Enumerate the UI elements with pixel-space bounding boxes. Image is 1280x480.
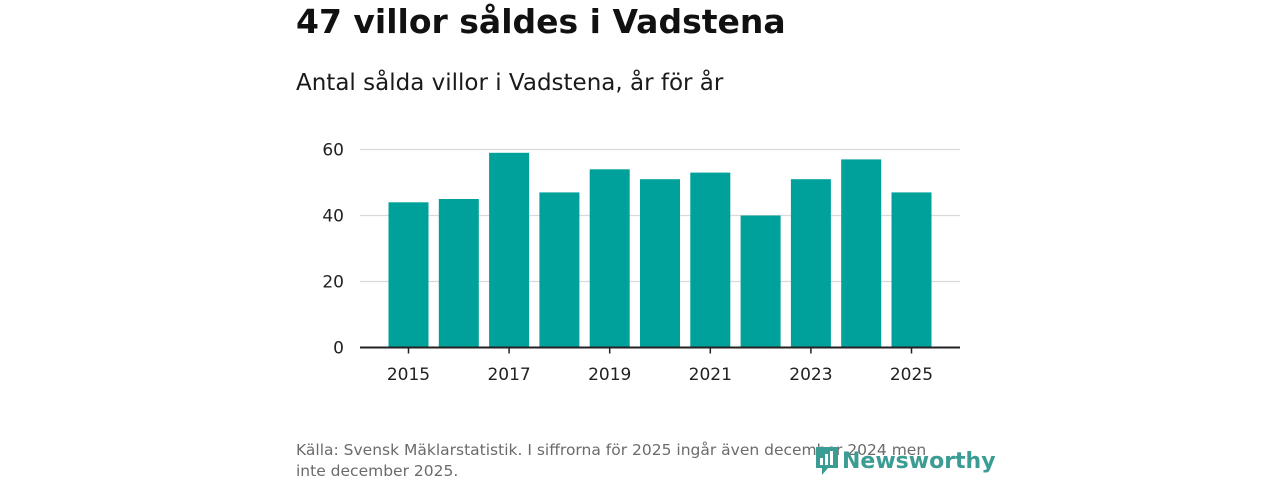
bar-2020 bbox=[640, 179, 680, 348]
bar-2016 bbox=[438, 199, 479, 348]
y-tick-label: 20 bbox=[322, 273, 344, 293]
y-tick-label: 0 bbox=[333, 339, 344, 359]
bar-2019 bbox=[589, 169, 630, 348]
bar-2017 bbox=[489, 152, 530, 348]
y-tick-label: 60 bbox=[322, 141, 344, 161]
x-tick-label: 2025 bbox=[890, 365, 933, 385]
newsworthy-logo: Newsworthy bbox=[814, 444, 996, 478]
x-tick-label: 2023 bbox=[789, 365, 832, 385]
x-tick-label: 2017 bbox=[487, 365, 530, 385]
headline: 47 villor såldes i Vadstena bbox=[296, 2, 786, 41]
y-tick-label: 40 bbox=[322, 207, 344, 227]
x-tick-label: 2019 bbox=[588, 365, 631, 385]
bar-2024 bbox=[841, 159, 882, 348]
bar-2015 bbox=[388, 202, 429, 348]
newsworthy-logo-icon bbox=[816, 447, 838, 475]
bar-chart: 0 20 40 60 2015 2017 2019 2021 2023 2025 bbox=[322, 141, 960, 385]
bar-2025 bbox=[891, 192, 932, 348]
bar-2023 bbox=[790, 179, 831, 348]
x-tick-label: 2015 bbox=[387, 365, 430, 385]
chart-subtitle: Antal sålda villor i Vadstena, år för år bbox=[296, 70, 724, 96]
x-tick-label: 2021 bbox=[689, 365, 732, 385]
brand-name: Newsworthy bbox=[842, 448, 996, 474]
bar-2018 bbox=[539, 192, 580, 348]
bar-2022 bbox=[740, 215, 781, 348]
bar-2021 bbox=[690, 172, 731, 348]
bars bbox=[388, 152, 932, 348]
axes: 0 20 40 60 2015 2017 2019 2021 2023 2025 bbox=[322, 141, 960, 385]
source-note: Källa: Svensk Mäklarstatistik. I siffror… bbox=[296, 441, 927, 480]
